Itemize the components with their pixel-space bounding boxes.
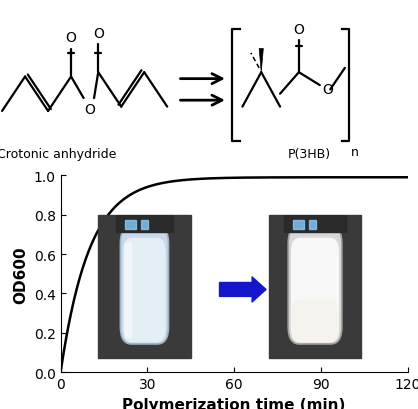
Text: Crotonic anhydride: Crotonic anhydride xyxy=(0,148,116,161)
Text: n: n xyxy=(351,146,359,159)
Text: O: O xyxy=(322,83,333,97)
Text: O: O xyxy=(293,22,304,36)
Polygon shape xyxy=(259,49,263,73)
Text: P(3HB): P(3HB) xyxy=(288,148,331,161)
Text: O: O xyxy=(93,27,104,41)
X-axis label: Polymerization time (min): Polymerization time (min) xyxy=(122,397,346,409)
Y-axis label: OD600: OD600 xyxy=(13,245,28,303)
Text: O: O xyxy=(66,31,76,45)
Text: O: O xyxy=(84,103,95,117)
